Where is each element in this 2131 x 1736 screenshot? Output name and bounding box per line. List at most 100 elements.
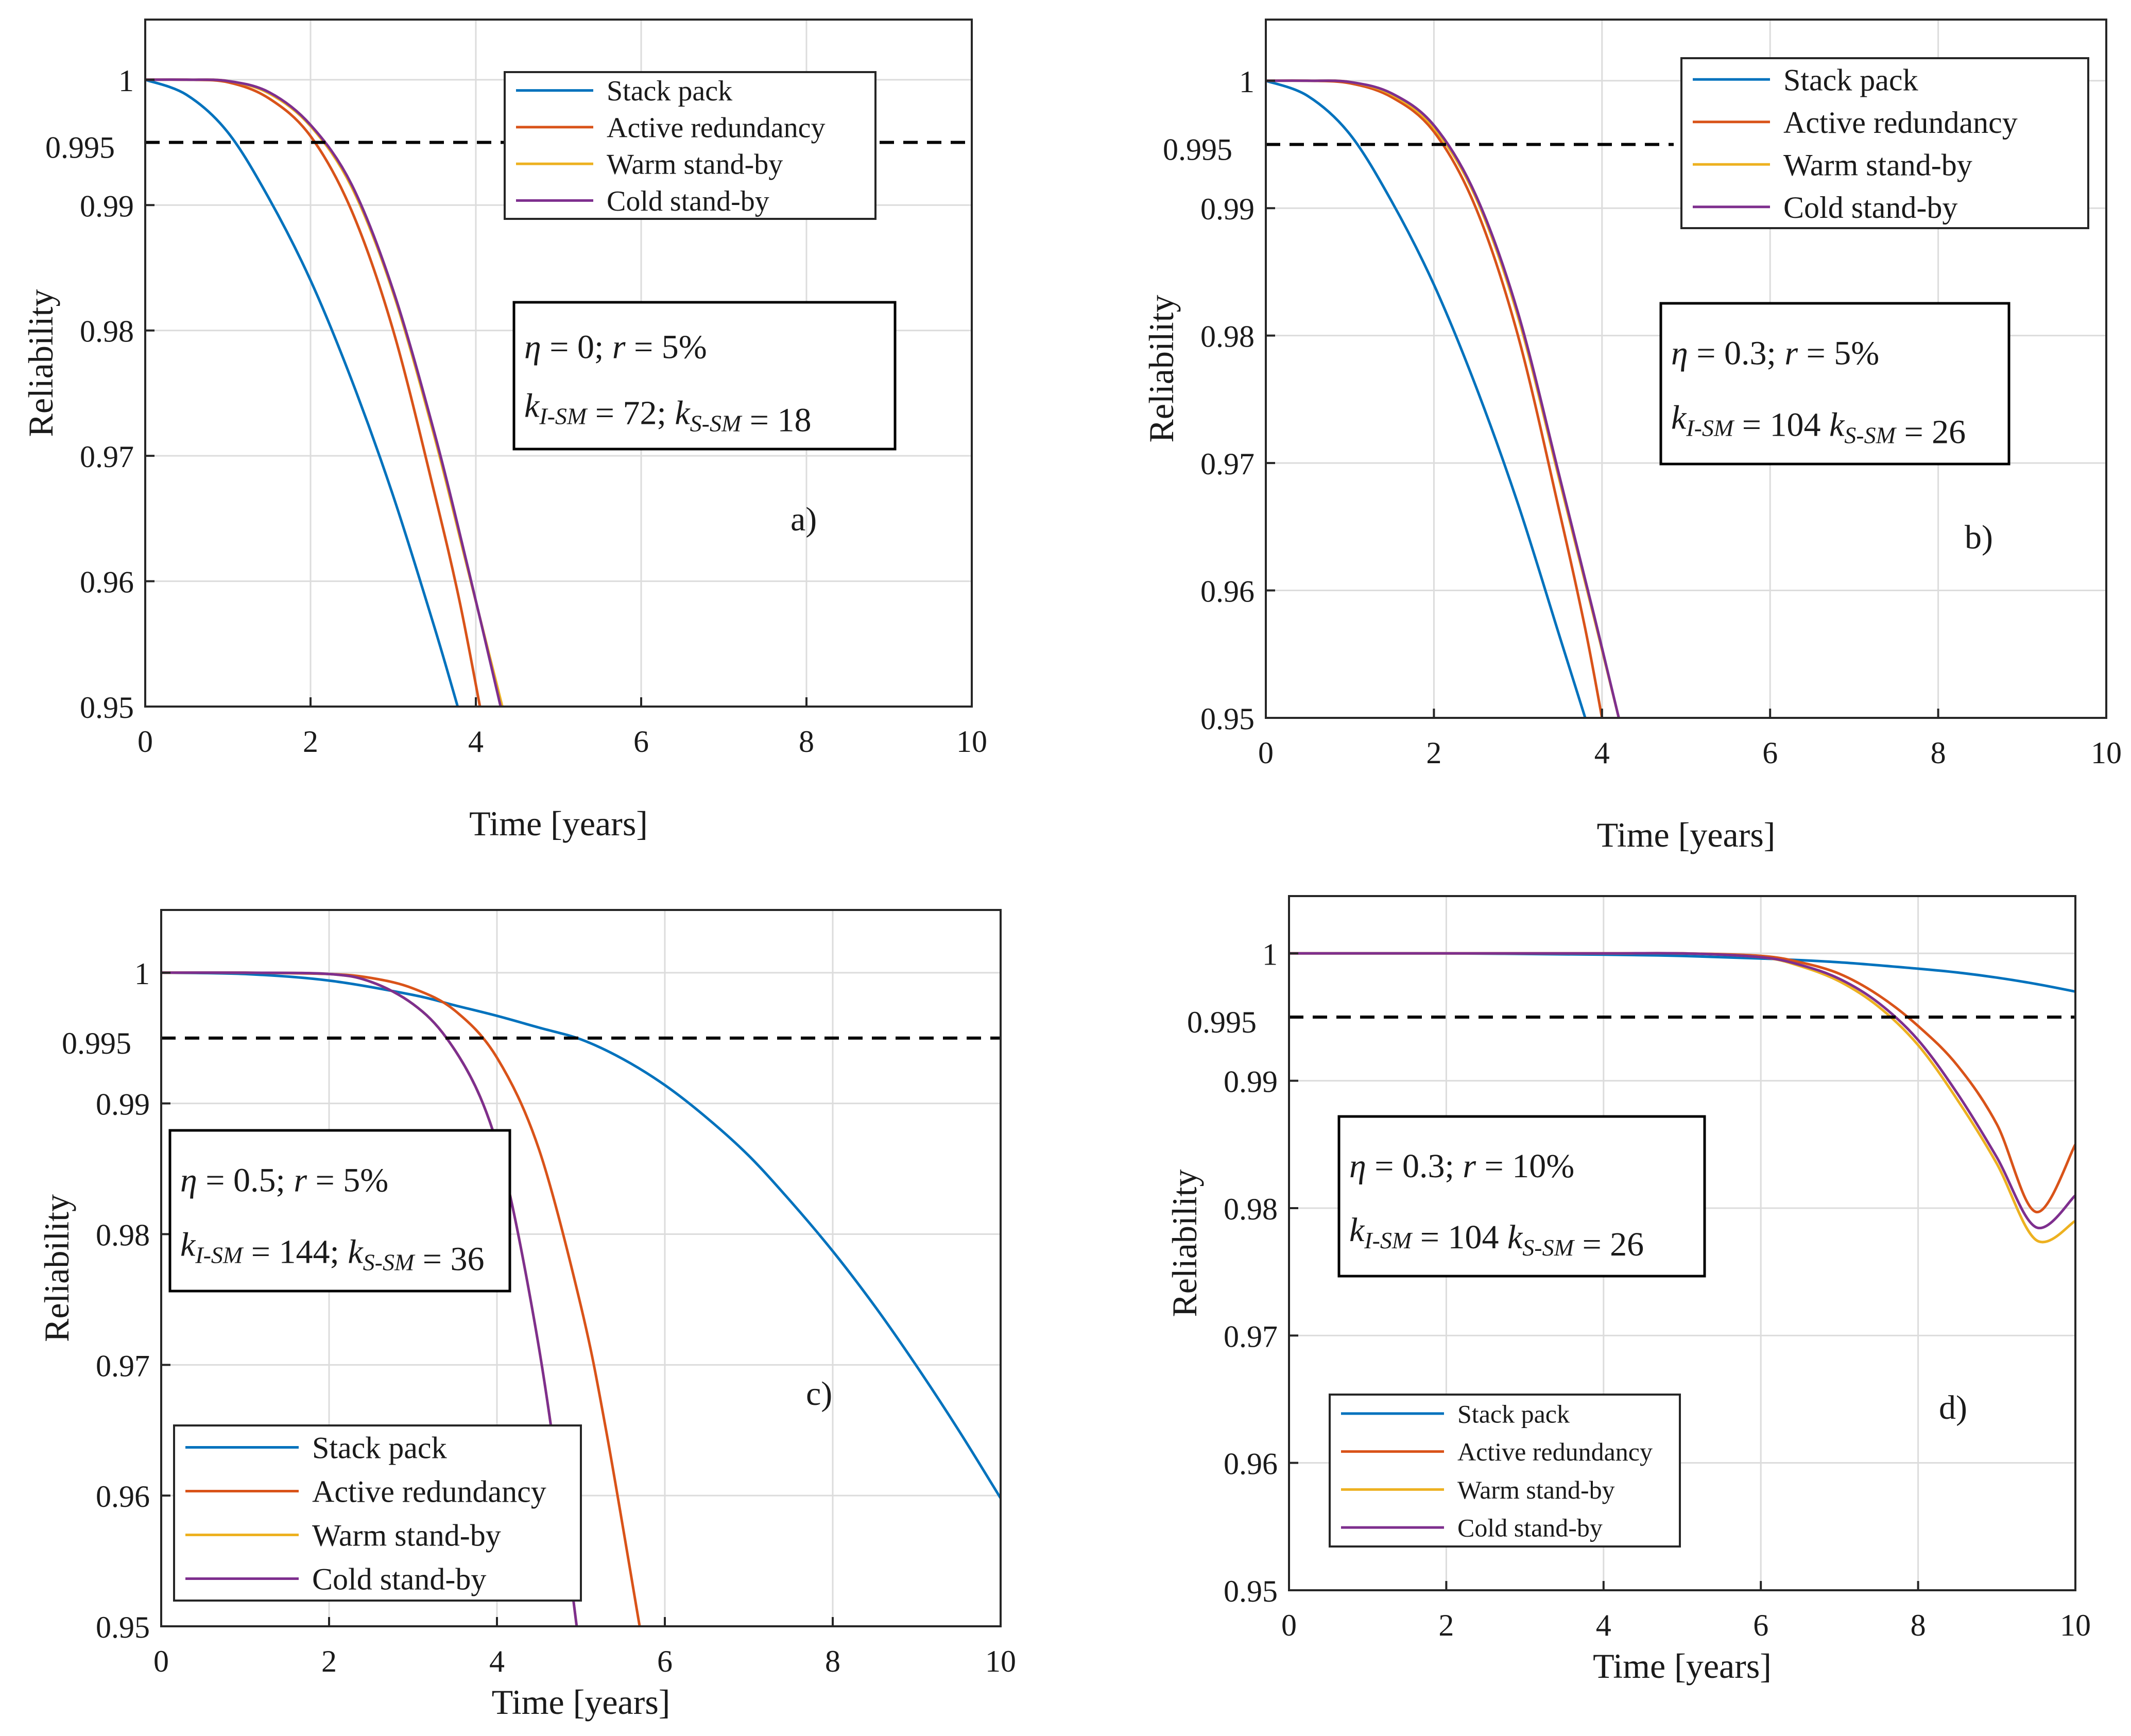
parameter-box-frame [168, 1129, 511, 1293]
y-tick-label: 0.96 [1224, 1447, 1278, 1481]
legend: Stack pack Active redundancy Warm stand-by… [1680, 57, 2089, 229]
y-tick-label: 0.98 [96, 1218, 150, 1252]
k-subscript: I-SM [539, 403, 588, 429]
parameter-line-2: kI-SM = 144; kS-SM = 36 [180, 1226, 485, 1278]
axes-frame [144, 19, 973, 708]
r-value: = 5% [307, 1162, 388, 1199]
x-tick-label: 0 [1258, 736, 1274, 770]
y-tick-label: 0.95 [96, 1610, 150, 1644]
legend-label-stack-pack: Stack pack [1783, 63, 1918, 97]
parameter-line-2: kI-SM = 104 kS-SM = 26 [1671, 399, 1966, 451]
x-axis-label: Time [years] [469, 804, 648, 843]
legend-label-active-redundancy: Active redundancy [1783, 106, 2018, 140]
k-subscript: S-SM [1522, 1234, 1575, 1261]
k-symbol: k [1349, 1211, 1365, 1249]
k-symbol: k [1829, 406, 1845, 443]
y-axis-label: Reliability [1165, 1169, 1204, 1317]
series-line-cold-standby [1266, 79, 1620, 718]
x-tick-label: 8 [1911, 1608, 1926, 1642]
x-axis-label: Time [years] [1593, 1646, 1772, 1686]
r-symbol: r [612, 328, 626, 366]
y-axis-label: Reliability [1142, 295, 1181, 442]
eta-value: = 0; [541, 328, 612, 366]
panel-d: 0 2 4 6 8 10 0.95 0.96 0.97 0.98 0.99 10.995 Time [y… [1165, 895, 2091, 1686]
axes-frame [1288, 895, 2076, 1591]
legend: Stack pack Active redundancy Warm stand-by… [173, 1424, 582, 1602]
series-group [1289, 952, 2075, 1244]
y-tick-label: 1 [1239, 65, 1254, 99]
k-value: = 18 [741, 401, 811, 439]
k-subscript: S-SM [1844, 422, 1897, 448]
eta-symbol: η [180, 1162, 197, 1199]
r-symbol: r [294, 1162, 307, 1199]
k-symbol: k [1671, 399, 1687, 436]
series-group [161, 971, 1001, 1626]
x-tick-label: 10 [2060, 1608, 2091, 1642]
legend-label-warm-standby: Warm stand-by [1457, 1475, 1615, 1504]
legend-box [1680, 57, 2089, 229]
panel-a: 0 2 4 6 8 10 0.95 0.96 0.97 0.98 0.99 10.995 Time [y… [21, 19, 987, 843]
eta-value: = 0.3; [1688, 335, 1785, 372]
legend-label-warm-standby: Warm stand-by [1783, 148, 1972, 182]
x-tick-label: 10 [956, 725, 987, 759]
r-symbol: r [1784, 335, 1798, 372]
legend-label-active-redundancy: Active redundancy [312, 1475, 546, 1509]
y-axis-label: Reliability [37, 1194, 76, 1342]
k-value: = 26 [1896, 413, 1966, 451]
y-tick-label: 1 [118, 64, 134, 98]
y-tick-label: 1 [134, 957, 150, 991]
threshold-label: 0.995 [45, 131, 115, 165]
k-symbol: k [1507, 1218, 1523, 1256]
y-tick-label: 0.97 [1200, 447, 1254, 481]
x-tick-label: 10 [985, 1644, 1016, 1678]
x-tick-label: 10 [2091, 736, 2122, 770]
threshold-label: 0.995 [1187, 1005, 1257, 1039]
legend-label-stack-pack: Stack pack [312, 1431, 447, 1465]
k-subscript: I-SM [195, 1242, 244, 1268]
y-tick-label: 0.95 [1200, 702, 1254, 736]
eta-symbol: η [1349, 1147, 1366, 1185]
parameter-line-1: η = 0.3; r = 10% [1349, 1147, 1574, 1185]
y-tick-label: 0.99 [1224, 1065, 1278, 1099]
axes-frame [1265, 19, 2107, 719]
y-tick-label: 0.98 [1200, 320, 1254, 354]
axes-frame [160, 909, 1002, 1627]
x-tick-label: 0 [138, 725, 153, 759]
r-value: = 5% [626, 328, 707, 366]
series-line-cold-standby [161, 971, 578, 1626]
parameter-line-1: η = 0.5; r = 5% [180, 1162, 388, 1199]
eta-symbol: η [524, 328, 541, 366]
parameter-line-1: η = 0.3; r = 5% [1671, 335, 1879, 372]
y-tick-label: 0.99 [80, 189, 134, 223]
y-axis-label: Reliability [21, 289, 60, 437]
x-tick-label: 2 [1438, 1608, 1454, 1642]
legend-label-warm-standby: Warm stand-by [312, 1519, 501, 1553]
k-subscript: I-SM [1686, 415, 1735, 441]
x-tick-label: 0 [153, 1644, 169, 1678]
legend-label-active-redundancy: Active redundancy [1457, 1437, 1653, 1466]
eta-symbol: η [1671, 335, 1688, 372]
k-value: = 104 [1412, 1218, 1507, 1256]
x-tick-label: 8 [825, 1644, 840, 1678]
panel-tag: b) [1965, 519, 1993, 556]
k-value: = 36 [414, 1240, 484, 1278]
parameter-line-1: η = 0; r = 5% [524, 328, 707, 366]
x-tick-label: 6 [633, 725, 649, 759]
series-line-stack-pack [161, 971, 1001, 1499]
k-symbol: k [180, 1226, 196, 1263]
x-tick-label: 0 [1281, 1608, 1297, 1642]
y-tick-label: 0.98 [1224, 1192, 1278, 1226]
k-subscript: S-SM [363, 1249, 416, 1275]
parameter-box-frame [512, 301, 897, 451]
y-tick-label: 1 [1262, 937, 1278, 971]
r-value: = 10% [1476, 1147, 1574, 1185]
legend-box [173, 1424, 582, 1602]
y-tick-label: 0.97 [80, 440, 134, 474]
parameter-box-frame [1337, 1115, 1706, 1278]
k-symbol: k [524, 387, 540, 424]
k-value: = 72; [587, 394, 675, 432]
x-tick-label: 6 [1762, 736, 1778, 770]
x-tick-label: 4 [1594, 736, 1610, 770]
k-symbol: k [675, 394, 691, 432]
